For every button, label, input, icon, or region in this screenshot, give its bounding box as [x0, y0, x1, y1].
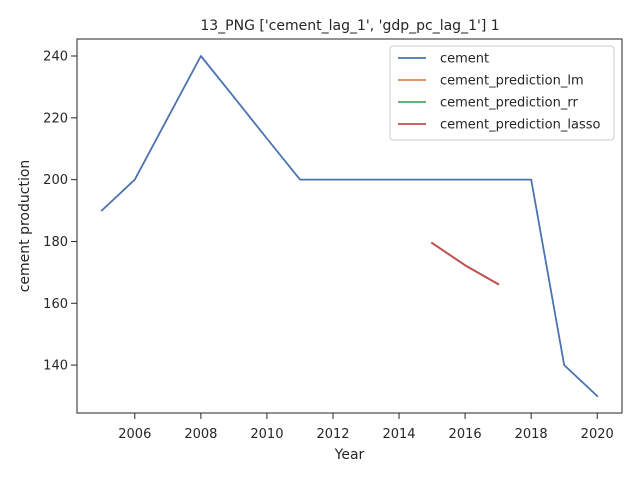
x-tick-label: 2020: [581, 427, 614, 442]
y-tick-label: 200: [43, 173, 68, 188]
series-line-cement: [100, 55, 599, 398]
legend-label: cement_prediction_lm: [440, 74, 584, 89]
x-axis: 2006 2008 2010 2012 2014 2016 2018 2020: [118, 413, 614, 442]
x-tick-label: 2006: [118, 427, 151, 442]
y-tick-label: 160: [43, 297, 68, 312]
y-tick-label: 240: [43, 50, 68, 65]
legend-label: cement: [440, 52, 489, 67]
legend-box: [389, 45, 615, 141]
legend: cement cement_prediction_lm cement_predict…: [389, 45, 615, 141]
x-tick-label: 2018: [515, 427, 548, 442]
x-axis-label: Year: [334, 447, 365, 463]
chart-title: 13_PNG ['cement_lag_1', 'gdp_pc_lag_1'] …: [200, 18, 499, 34]
y-axis: 140 160 180 200 220 240: [43, 50, 77, 374]
axes-frame: [76, 38, 623, 414]
legend-label: cement_prediction_lasso: [440, 118, 600, 133]
x-tick-label: 2010: [250, 427, 283, 442]
y-tick-label: 140: [43, 359, 68, 374]
x-tick-label: 2016: [449, 427, 482, 442]
y-tick-label: 180: [43, 235, 68, 250]
x-tick-label: 2012: [316, 427, 349, 442]
y-axis-label: cement production: [17, 160, 33, 293]
x-tick-label: 2008: [184, 427, 217, 442]
series-line-cement-prediction-lasso: [430, 241, 500, 286]
y-tick-label: 220: [43, 111, 68, 126]
legend-label: cement_prediction_rr: [440, 96, 578, 111]
plot-area: [100, 55, 599, 398]
x-tick-label: 2014: [382, 427, 415, 442]
